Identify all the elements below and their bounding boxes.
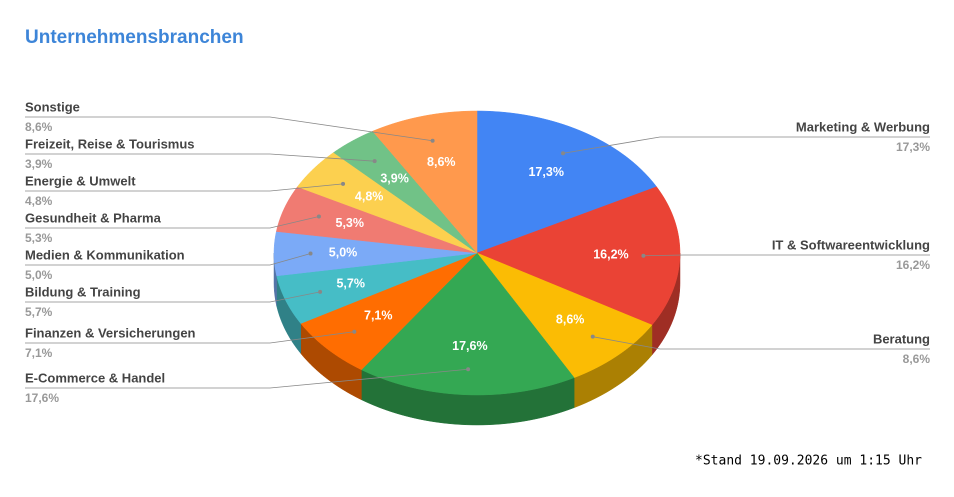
chart-title: Unternehmensbranchen [25, 27, 244, 48]
slice-label: 5,0% [329, 246, 358, 260]
pie-slice [476, 110, 658, 254]
leader-line [25, 291, 321, 303]
legend-label: Sonstige [25, 99, 80, 114]
pie-slice [276, 186, 478, 254]
leader-line [562, 136, 930, 154]
leader-dot [641, 253, 646, 258]
legend-value: 5,0% [25, 268, 53, 282]
legend-label: Bildung & Training [25, 284, 141, 299]
legend-value: 3,9% [25, 157, 53, 171]
leader-dot [590, 334, 595, 339]
leader-dot [308, 251, 313, 256]
pie-slice [372, 110, 478, 254]
pie-slice [296, 152, 478, 254]
legend-value: 7,1% [25, 346, 53, 360]
leader-line [25, 331, 355, 344]
leader-dot [372, 159, 377, 164]
slice-label: 8,6% [427, 155, 456, 169]
legend-label: Marketing & Werbung [796, 119, 930, 134]
legend-value: 17,3% [896, 140, 930, 154]
slice-label: 17,3% [528, 165, 563, 179]
pie-slice [333, 130, 478, 254]
leader-dot [466, 367, 471, 372]
pie-slice [300, 252, 478, 371]
legend-label: Freizeit, Reise & Tourismus [25, 136, 195, 151]
pie-slice [360, 252, 575, 396]
legend-label: Gesundheit & Pharma [25, 210, 162, 225]
pie-slice [276, 252, 478, 324]
leader-line [25, 116, 433, 142]
legend-value: 5,7% [25, 305, 53, 319]
leader-line [592, 336, 930, 350]
legend-value: 17,6% [25, 391, 59, 405]
pie-slice [476, 252, 653, 378]
leader-dot [352, 329, 357, 334]
footnote: *Stand 19.09.2026 um 1:15 Uhr [695, 454, 922, 469]
slice-label: 5,3% [336, 216, 365, 230]
legend-value: 16,2% [896, 258, 930, 272]
legend-value: 5,3% [25, 231, 53, 245]
legend-value: 8,6% [25, 120, 53, 134]
leader-dot [341, 181, 346, 186]
slice-label: 4,8% [355, 190, 384, 204]
leader-dot [316, 214, 321, 219]
legend-label: Finanzen & Versicherungen [25, 325, 196, 340]
leader-line [643, 254, 930, 257]
leader-dot [430, 138, 435, 143]
slice-label: 5,7% [336, 277, 365, 291]
leader-line [25, 253, 311, 266]
slice-label: 17,6% [452, 339, 487, 353]
slice-label: 7,1% [364, 309, 393, 323]
legend-label: IT & Softwareentwicklung [772, 237, 930, 252]
pie-tops [273, 110, 681, 396]
leader-line [25, 153, 375, 162]
leader-dot [561, 151, 566, 156]
pie-slice [476, 186, 681, 326]
legend-value: 4,8% [25, 194, 53, 208]
leader-dot [318, 289, 323, 294]
legend-value: 8,6% [903, 352, 931, 366]
leader-line [25, 216, 320, 229]
legend-label: Energie & Umwelt [25, 173, 136, 188]
leader-line [25, 183, 344, 192]
legend-label: Beratung [873, 331, 930, 346]
pie-slice [273, 231, 478, 277]
slice-label: 3,9% [380, 171, 409, 185]
slice-label: 8,6% [556, 313, 585, 327]
slice-label: 16,2% [593, 248, 628, 262]
leader-line [25, 368, 469, 389]
legend-label: E-Commerce & Handel [25, 370, 165, 385]
legend-label: Medien & Kommunikation [25, 247, 185, 262]
